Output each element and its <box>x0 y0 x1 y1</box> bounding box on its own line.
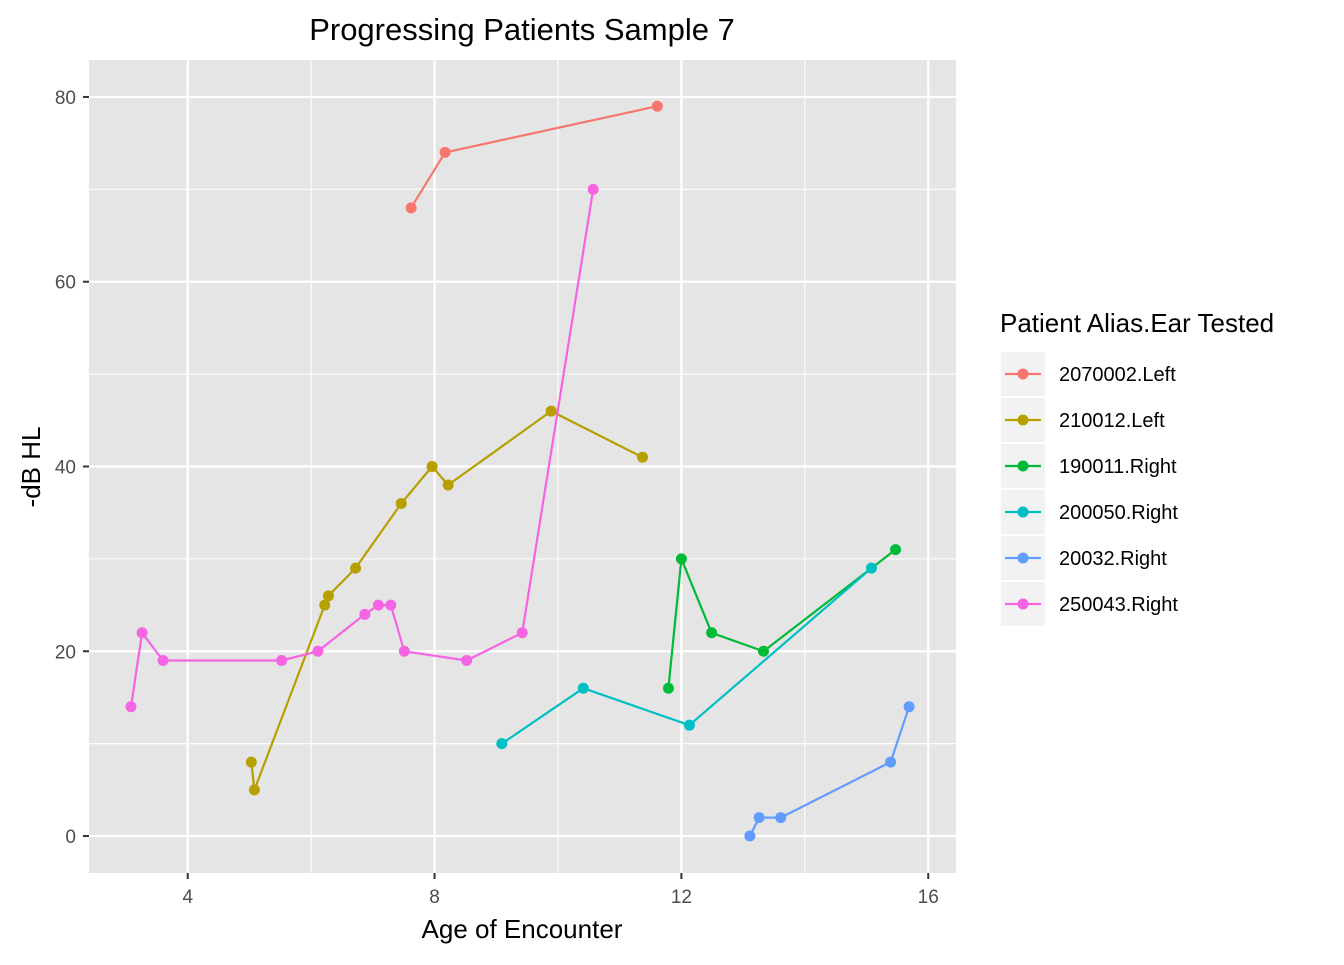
y-tick-label: 20 <box>55 642 76 663</box>
data-point <box>439 146 451 158</box>
legend-label: 210012.Left <box>1059 410 1165 432</box>
series-line <box>129 189 595 707</box>
series-group <box>496 562 877 750</box>
data-point <box>885 756 897 768</box>
data-point <box>461 655 473 667</box>
x-tick-label: 12 <box>671 887 692 908</box>
data-point <box>426 461 438 472</box>
data-point <box>312 645 324 657</box>
data-point <box>516 627 528 639</box>
x-tick-label: 4 <box>182 887 193 908</box>
data-point <box>245 756 257 768</box>
data-point <box>753 812 765 824</box>
y-tick-label: 40 <box>55 458 76 479</box>
x-tick-label: 8 <box>429 887 440 908</box>
legend-key-point <box>1017 460 1029 472</box>
y-tick-label: 0 <box>65 827 76 848</box>
legend-key-point <box>1017 598 1029 610</box>
data-point <box>405 202 417 214</box>
data-point <box>637 451 649 463</box>
data-point <box>890 544 902 556</box>
data-point <box>398 645 410 657</box>
data-point <box>125 701 137 713</box>
y-tick-label: 80 <box>55 88 76 109</box>
legend-label: 200050.Right <box>1059 502 1178 524</box>
data-point <box>865 562 877 574</box>
data-point <box>675 553 687 565</box>
data-point <box>319 599 331 611</box>
data-point <box>651 100 663 112</box>
legend-item: 190011.Right <box>1001 444 1177 488</box>
data-point <box>350 562 362 574</box>
legend-label: 20032.Right <box>1059 548 1167 570</box>
chart-title: Progressing Patients Sample 7 <box>309 12 735 47</box>
data-point <box>136 627 148 639</box>
legend-label: 190011.Right <box>1059 456 1177 478</box>
legend-item: 200050.Right <box>1001 490 1178 534</box>
legend-label: 250043.Right <box>1059 594 1178 616</box>
x-tick-label: 16 <box>918 887 939 908</box>
data-point <box>359 608 371 620</box>
data-point <box>587 183 599 195</box>
data-point <box>706 627 718 639</box>
data-point <box>545 405 557 417</box>
series-group <box>405 100 663 214</box>
legend: Patient Alias.Ear Tested 2070002.Left 210… <box>1000 308 1274 626</box>
data-point <box>276 655 288 667</box>
data-point <box>385 599 397 611</box>
data-point <box>372 599 384 611</box>
legend-key-point <box>1017 552 1029 564</box>
data-point <box>775 812 787 824</box>
data-point <box>903 701 915 713</box>
series-layer <box>125 100 915 842</box>
legend-item: 20032.Right <box>1001 536 1167 580</box>
data-point <box>322 590 334 602</box>
legend-item: 2070002.Left <box>1001 352 1176 396</box>
legend-title: Patient Alias.Ear Tested <box>1000 308 1274 338</box>
x-axis-title: Age of Encounter <box>422 914 623 944</box>
legend-key-point <box>1017 414 1029 426</box>
series-group <box>245 405 649 796</box>
series-group <box>662 544 902 694</box>
data-point <box>157 655 169 667</box>
legend-label: 2070002.Left <box>1059 364 1176 386</box>
data-point <box>662 682 674 694</box>
y-axis: 0 20 40 60 80 <box>55 88 89 848</box>
data-point <box>577 682 589 694</box>
series-line <box>250 410 643 792</box>
data-point <box>248 784 260 796</box>
series-group <box>744 701 915 842</box>
y-axis-title: -dB HL <box>16 427 46 508</box>
data-point <box>683 719 695 731</box>
grid-major <box>89 60 956 873</box>
data-point <box>395 497 407 509</box>
data-point <box>744 830 756 842</box>
legend-key-point <box>1017 506 1029 518</box>
legend-item: 250043.Right <box>1001 582 1178 626</box>
legend-item: 210012.Left <box>1001 398 1165 442</box>
y-tick-label: 60 <box>55 273 76 294</box>
data-point <box>757 645 769 657</box>
series-group <box>125 183 599 713</box>
data-point <box>442 479 454 491</box>
legend-key-point <box>1017 368 1029 380</box>
data-point <box>496 738 508 750</box>
x-axis: 4 8 12 16 <box>182 873 939 908</box>
series-line <box>501 567 873 745</box>
